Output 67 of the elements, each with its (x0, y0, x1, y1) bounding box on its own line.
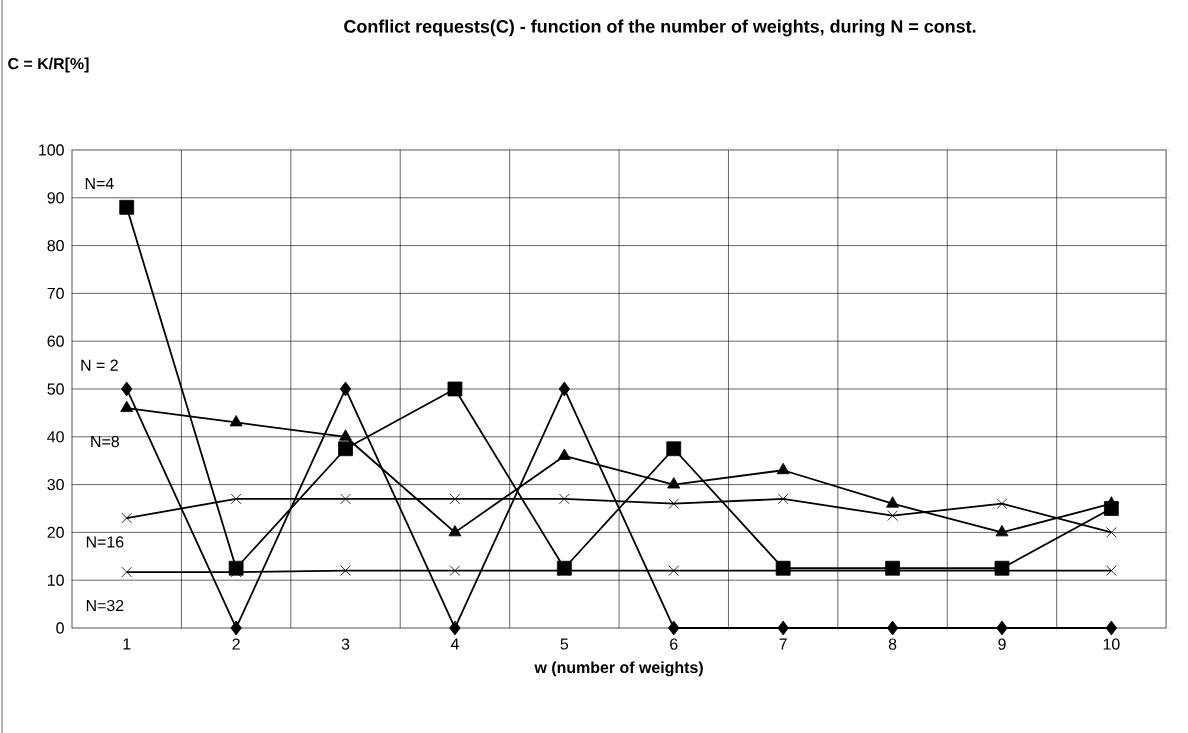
x-tick-label: 6 (670, 638, 678, 650)
point (120, 400, 134, 412)
point (1106, 527, 1117, 538)
x-axis-title: w (number of weights) (534, 661, 703, 677)
y-tick-label: 40 (47, 431, 64, 443)
y-tick-label: 20 (47, 526, 64, 539)
point (887, 510, 898, 521)
point (1105, 620, 1118, 636)
text: C = K/R[%] (8, 57, 89, 73)
x-tick-label: 3 (341, 638, 350, 650)
point (447, 381, 463, 397)
y-tick-label: 70 (47, 287, 64, 300)
point (119, 199, 135, 215)
point (338, 441, 353, 457)
point (668, 498, 680, 510)
y-tick-label: 80 (47, 239, 64, 252)
point (668, 620, 680, 636)
point (1106, 565, 1117, 576)
point (121, 381, 133, 397)
point (448, 525, 462, 537)
point (557, 448, 571, 460)
y-tick-label: 30 (47, 478, 64, 491)
point (340, 565, 351, 576)
point (996, 620, 1008, 636)
point (886, 496, 900, 508)
point (777, 493, 789, 505)
series-label: N=4 (85, 177, 114, 189)
point (777, 620, 789, 636)
x-tick-label: 10 (1103, 638, 1120, 650)
y-tick-label: 60 (47, 335, 64, 347)
point (559, 493, 570, 505)
point (449, 493, 461, 505)
series-label: N = 2 (81, 359, 118, 371)
point (668, 565, 680, 576)
x-tick-label: 4 (450, 638, 459, 650)
point (121, 512, 133, 524)
point (558, 381, 570, 397)
point (121, 566, 133, 578)
x-tick-label: 2 (232, 638, 240, 650)
point (776, 462, 790, 475)
point (340, 493, 351, 505)
point (996, 498, 1008, 510)
point (667, 477, 681, 489)
x-tick-label: 8 (888, 638, 897, 650)
y-tick-label: 10 (47, 574, 64, 586)
series-label: N=32 (86, 599, 124, 612)
x-tick-label: 5 (560, 638, 569, 650)
x-tick-label: 1 (123, 638, 131, 650)
chart-title: Conflict requests(C) - function of the number of weights, during N = const. (344, 19, 976, 37)
point (339, 381, 352, 397)
point (449, 620, 461, 636)
x-tick-label: 7 (779, 638, 787, 650)
point (666, 441, 682, 457)
series-label: N=8 (91, 435, 119, 448)
point (995, 525, 1009, 537)
point (449, 565, 461, 576)
y-tick-label: 50 (47, 383, 64, 395)
series-label: N=16 (86, 536, 124, 548)
y-tick-label: 100 (39, 144, 64, 156)
point (886, 620, 899, 636)
point (229, 415, 243, 427)
point (339, 429, 352, 441)
point (230, 620, 242, 636)
y-tick-label: 0 (56, 622, 64, 634)
y-tick-label: 90 (47, 192, 64, 204)
point (230, 493, 242, 505)
x-tick-label: 9 (998, 638, 1006, 650)
